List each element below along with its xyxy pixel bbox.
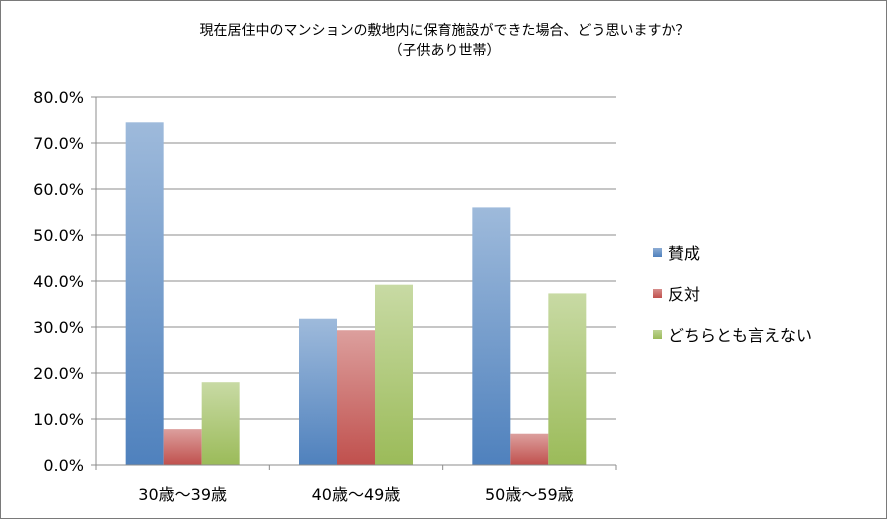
bar xyxy=(163,429,202,465)
y-tick-label: 50.0% xyxy=(33,226,84,245)
legend-label: 反対 xyxy=(668,285,701,304)
legend-swatch xyxy=(653,329,662,339)
x-tick-labels: 30歳〜39歳 40歳〜49歳 50歳〜59歳 xyxy=(138,485,573,504)
bar xyxy=(337,330,375,465)
axes xyxy=(91,96,617,470)
chart-title: 現在居住中のマンションの敷地内に保育施設ができた場合、どう思いますか？ xyxy=(199,23,690,39)
legend-label: どちらとも言えない xyxy=(668,326,813,345)
legend-label: 賛成 xyxy=(668,244,701,263)
bar xyxy=(548,293,587,465)
bar xyxy=(472,207,511,465)
chart-title-block: 現在居住中のマンションの敷地内に保育施設ができた場合、どう思いますか？ （子供あ… xyxy=(1,21,887,61)
legend-swatch xyxy=(653,288,662,298)
bar xyxy=(125,122,164,466)
legend-item: 賛成 xyxy=(653,242,812,263)
y-tick-label: 20.0% xyxy=(33,364,84,383)
x-tick-label: 50歳〜59歳 xyxy=(485,485,574,504)
y-tick-label: 0.0% xyxy=(43,456,84,475)
x-tick-label: 40歳〜49歳 xyxy=(312,485,401,504)
y-tick-labels: 0.0% 10.0% 20.0% 30.0% 40.0% 50.0% 60.0% 70.0% 8… xyxy=(33,88,84,475)
y-tick-label: 30.0% xyxy=(33,318,84,337)
chart-subtitle: （子供あり世帯） xyxy=(388,43,501,59)
bars xyxy=(125,122,587,466)
y-tick-label: 80.0% xyxy=(33,88,84,107)
bar xyxy=(299,318,337,465)
legend: 賛成反対どちらとも言えない xyxy=(653,242,812,365)
legend-swatch xyxy=(653,247,662,257)
y-tick-label: 70.0% xyxy=(33,134,84,153)
y-tick-label: 40.0% xyxy=(33,272,84,291)
bar xyxy=(375,284,413,465)
y-tick-label: 60.0% xyxy=(33,180,84,199)
legend-item: どちらとも言えない xyxy=(653,324,813,345)
bar xyxy=(201,382,240,465)
x-tick-label: 30歳〜39歳 xyxy=(138,485,227,504)
y-tick-label: 10.0% xyxy=(33,410,84,429)
bar xyxy=(510,433,549,465)
legend-item: 反対 xyxy=(653,283,812,304)
